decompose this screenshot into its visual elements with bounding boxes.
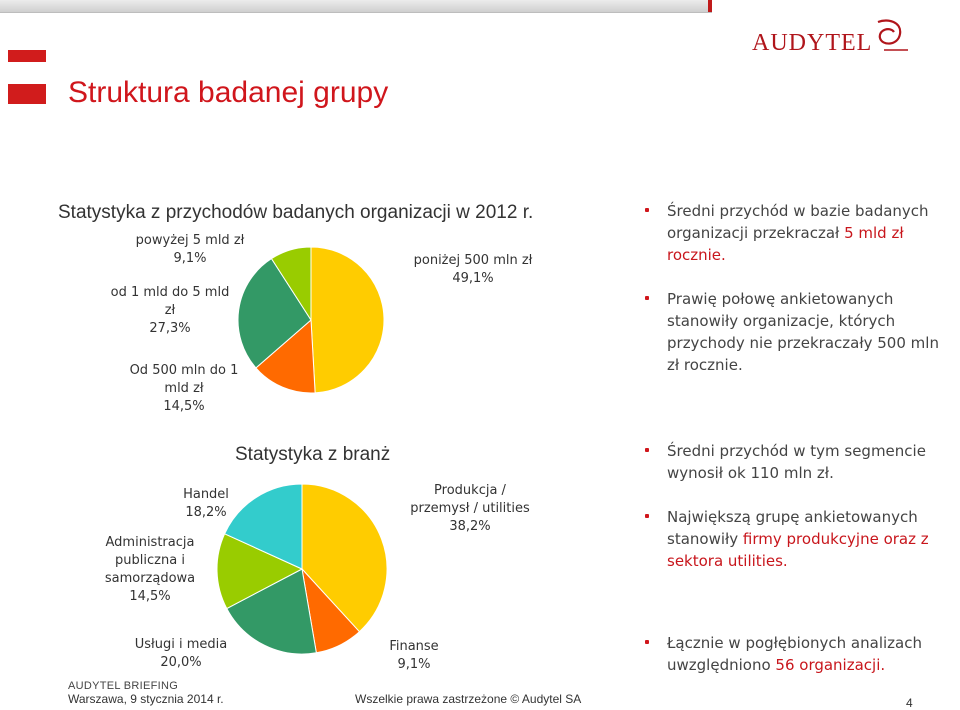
chart1-title: Statystyka z przychodów badanych organiz…	[58, 202, 534, 223]
bullet-item: Średni przychód w tym segmencie wynosił …	[645, 440, 949, 484]
title-accent-block	[8, 84, 46, 104]
bullet-item: Łącznie w pogłębionych analizach uwzględ…	[645, 632, 949, 676]
pie-slice	[223, 483, 303, 570]
bullets-top: Średni przychód w bazie badanych organiz…	[645, 200, 949, 376]
bullet-dot-icon	[645, 296, 649, 300]
bullet-text: 5 mld zł rocznie.	[667, 224, 904, 264]
title-accent-block	[8, 50, 46, 62]
bullet-dot-icon	[645, 208, 649, 212]
bullet-text: 56 organizacji.	[775, 656, 886, 674]
pie-slice	[216, 533, 304, 610]
top-decorative-bar	[0, 0, 712, 13]
slice-label: poniżej 500 mln zł 49,1%	[414, 253, 533, 286]
footer-rights: Wszelkie prawa zastrzeżone © Audytel SA	[355, 692, 582, 706]
bullet-text: Średni przychód w tym segmencie wynosił …	[667, 442, 926, 482]
pie-slice	[270, 246, 312, 322]
bullet-dot-icon	[645, 640, 649, 644]
logo-swirl-icon	[877, 19, 908, 51]
footer-brand: AUDYTEL BRIEFING	[68, 680, 179, 692]
slice-label: powyżej 5 mld zł 9,1%	[136, 233, 245, 266]
bullets-bottom: Łącznie w pogłębionych analizach uwzględ…	[645, 632, 949, 676]
bullet-item: Prawię połowę ankietowanych stanowiły or…	[645, 288, 949, 376]
slice-label: Od 500 mln do 1 mld zł 14,5%	[130, 363, 239, 414]
slice-label: Produkcja / przemysł / utilities 38,2%	[410, 483, 530, 534]
revenue-pie-chart: poniżej 500 mln zł 49,1% Od 500 mln do 1 ml…	[111, 233, 533, 414]
slice-label: Finanse 9,1%	[389, 639, 438, 672]
logo-wordmark: AUDYTEL	[752, 30, 873, 56]
bullet-item: Średni przychód w bazie badanych organiz…	[645, 200, 949, 266]
bullet-text: Prawię połowę ankietowanych stanowiły or…	[667, 290, 939, 374]
bullet-text: Największą grupę ankietowanych stanowiły	[667, 508, 918, 548]
bullet-text: firmy produkcyjne oraz z sektora utiliti…	[667, 530, 929, 570]
pie-slice	[226, 568, 317, 655]
slice-label: Usługi i media 20,0%	[135, 637, 227, 670]
bullet-dot-icon	[645, 514, 649, 518]
pie-slice	[255, 318, 316, 394]
bullet-dot-icon	[645, 448, 649, 452]
slice-label: Handel 18,2%	[183, 487, 229, 520]
slice-label: Administracja publiczna i samorządowa 14,5%	[105, 535, 195, 604]
audytel-logo: AUDYTEL	[752, 16, 912, 60]
bullet-item: Największą grupę ankietowanych stanowiły…	[645, 506, 949, 572]
bullet-text: Średni przychód w bazie badanych organiz…	[667, 202, 929, 242]
chart2-title: Statystyka z branż	[235, 444, 391, 465]
bullets-middle: Średni przychód w tym segmencie wynosił …	[645, 440, 949, 572]
industry-pie-chart: Produkcja / przemysł / utilities 38,2% Fina…	[105, 483, 530, 672]
footer-date: Warszawa, 9 stycznia 2014 r.	[68, 692, 224, 706]
pie-slice	[237, 257, 312, 369]
slice-label: od 1 mld do 5 mld zł 27,3%	[111, 285, 230, 336]
page-number: 4	[906, 696, 913, 710]
bullet-text: Łącznie w pogłębionych analizach uwzględ…	[667, 634, 922, 674]
page-title: Struktura badanej grupy	[68, 76, 389, 109]
pie-slice	[301, 483, 388, 633]
pie-slice	[310, 246, 385, 394]
